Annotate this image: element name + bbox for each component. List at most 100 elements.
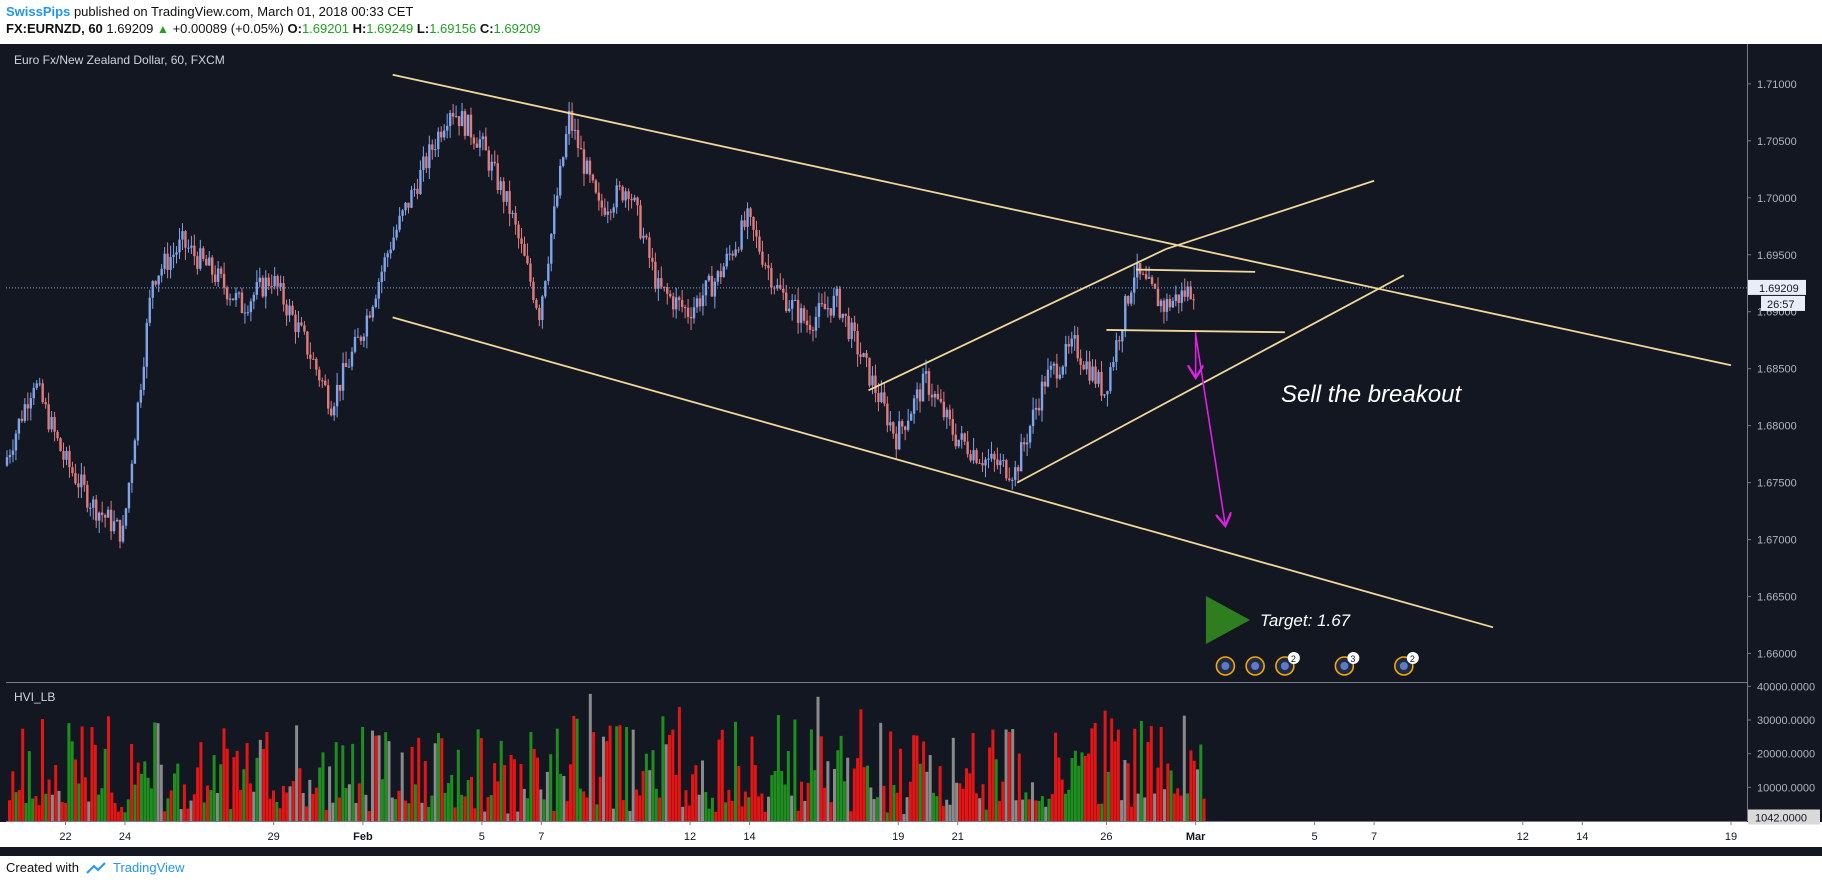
up-candle (553, 206, 556, 235)
author-link[interactable]: SwissPips (6, 4, 71, 19)
volume-bar (1199, 744, 1203, 821)
time-tick-label: 24 (119, 831, 131, 843)
volume-bar (638, 795, 642, 821)
volume-bar (54, 765, 58, 821)
trendline[interactable] (392, 316, 1494, 629)
volume-bar (476, 729, 480, 821)
down-candle (205, 258, 208, 266)
down-candle (368, 315, 372, 318)
breakout-arrow[interactable] (1194, 334, 1226, 526)
volume-bar (1034, 800, 1038, 821)
volume-bar (595, 804, 599, 821)
volume-bar (519, 764, 523, 821)
down-candle (425, 156, 428, 169)
up-candle (921, 373, 925, 402)
volume-bar (288, 786, 292, 821)
up-candle (1091, 366, 1094, 381)
volume-bar (192, 794, 196, 821)
down-candle (600, 200, 604, 208)
down-candle (749, 208, 752, 218)
volume-bar (932, 792, 935, 821)
up-candle (460, 111, 464, 127)
volume-bar (701, 760, 704, 821)
volume-bar (816, 696, 820, 821)
volume-bar (1202, 798, 1206, 821)
up-candle (130, 463, 134, 483)
volume-bar (526, 798, 530, 821)
up-candle (850, 322, 853, 340)
down-candle (211, 257, 214, 275)
down-candle (758, 236, 761, 252)
down-candle (95, 499, 98, 521)
volume-bar (1050, 794, 1054, 821)
volume-bar (562, 776, 566, 821)
up-candle (273, 275, 276, 287)
volume-bar (1067, 789, 1071, 821)
trendline[interactable] (392, 73, 1732, 367)
volume-bar (1054, 732, 1058, 821)
volume-bar (760, 793, 764, 821)
up-candle (445, 125, 449, 131)
trendline[interactable] (1016, 274, 1405, 484)
price-chart[interactable]: Euro Fx/New Zealand Dollar, 60, FXCM 1.71… (0, 44, 1822, 856)
volume-bar (1153, 793, 1157, 821)
up-candle (97, 512, 101, 521)
volume-bar (380, 779, 384, 821)
down-candle (529, 263, 532, 282)
up-candle (707, 275, 711, 281)
volume-bar (97, 794, 101, 821)
volume-bar (988, 747, 992, 821)
down-candle (811, 329, 815, 331)
trendline[interactable] (1136, 268, 1256, 273)
volume-bar (522, 788, 526, 821)
down-candle (993, 453, 996, 460)
price-tick-label: 1.71000 (1757, 79, 1797, 91)
volume-bar (677, 706, 681, 821)
down-candle (1177, 294, 1181, 303)
volume-bar (1024, 792, 1028, 821)
up-candle (404, 202, 407, 211)
up-candle (909, 413, 913, 421)
volume-bar (750, 736, 754, 821)
volume-bar (790, 795, 794, 821)
up-candle (987, 458, 990, 460)
down-candle (59, 438, 62, 452)
volume-bar (1011, 728, 1015, 821)
down-candle (309, 354, 312, 359)
volume-bar (671, 729, 675, 821)
tradingview-link[interactable]: TradingView (112, 860, 185, 875)
up-candle (398, 215, 401, 230)
volume-bar (1087, 753, 1091, 821)
last-price-label: 1.69209 (1759, 283, 1799, 295)
volume-bar (209, 790, 213, 821)
event-count-badge (1347, 652, 1360, 664)
trendline[interactable] (868, 248, 1167, 392)
trendline[interactable] (1165, 179, 1375, 250)
volume-bar (559, 773, 563, 821)
up-candle (814, 316, 818, 331)
up-candle (1061, 366, 1065, 375)
up-candle (1002, 460, 1005, 462)
up-candle (915, 389, 919, 399)
volume-bar (615, 726, 619, 821)
volume-bar (1017, 753, 1021, 821)
down-candle (440, 131, 443, 138)
volume-bar (456, 749, 460, 821)
up-candle (505, 191, 508, 202)
down-candle (1067, 343, 1070, 347)
volume-bar (1182, 715, 1186, 821)
volume-bar (569, 764, 572, 821)
trendline[interactable] (1106, 329, 1285, 334)
down-candle (823, 304, 827, 310)
volume-bar (100, 788, 104, 821)
up-candle (1070, 338, 1073, 347)
volume-bar (1186, 793, 1190, 821)
volume-bar (41, 719, 44, 821)
up-candle (558, 165, 562, 196)
volume-bar (885, 812, 889, 821)
volume-bar (773, 771, 777, 821)
down-candle (166, 253, 169, 270)
up-candle (237, 292, 241, 294)
volume-bar (819, 736, 823, 821)
down-candle (621, 186, 624, 201)
